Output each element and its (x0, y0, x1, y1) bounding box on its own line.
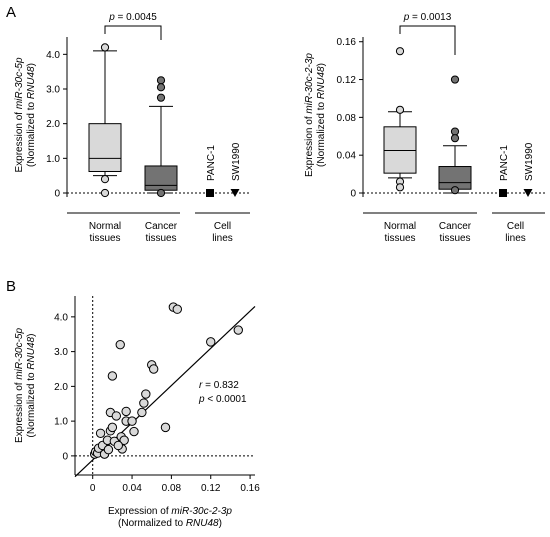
outlier-point (395, 183, 405, 192)
y-tick-label: 2.0 (46, 119, 60, 130)
y-tick-label: 0.16 (337, 37, 357, 48)
y-tick-label: 4.0 (54, 312, 68, 323)
y-tick-label: 4.0 (46, 50, 60, 61)
data-point (139, 398, 149, 408)
outlier-point (450, 134, 460, 143)
data-point (107, 422, 118, 433)
cell-lines-label: lines (212, 233, 233, 244)
y-axis-label: (Normalized to RNU48) (26, 63, 37, 167)
outlier-point (395, 47, 405, 56)
significance-bracket (399, 25, 456, 55)
box-plot-mir-30c-2-3p: 0 0.04 0.08 0.12 0.16 Expression of miR-30c-2… (304, 12, 545, 244)
y-tick-label: 3.0 (54, 347, 68, 358)
box (438, 166, 472, 190)
outlier-point (100, 43, 110, 52)
outlier-point (100, 188, 110, 198)
y-tick-label: 0.12 (337, 75, 357, 86)
data-point (107, 371, 118, 381)
stat-p-value: p < 0.0001 (198, 394, 247, 405)
cell-line-name: SW1990 (524, 142, 535, 181)
box-plot-mir-30c-5p: 0 1.0 2.0 3.0 4.0 Expression of miR-30c-5p(No… (14, 12, 250, 244)
y-axis-label: Expression of miR-30c-5p (14, 328, 25, 443)
y-axis-label: Expression of miR-30c-5p (14, 57, 25, 172)
y-axis-label: (Normalized to RNU48) (26, 334, 37, 438)
cell-line-marker-sw1990 (523, 189, 533, 197)
x-tick-label: 0.04 (122, 483, 142, 494)
y-tick-label: 2.0 (54, 382, 68, 393)
group-label: Cancer (439, 221, 472, 232)
group-label: Normal (384, 221, 416, 232)
y-tick-label: 0.04 (337, 151, 357, 162)
data-point (113, 440, 123, 451)
panel-label-a: A (6, 4, 16, 21)
scatter-plot-correlation: 0 1.0 2.0 3.0 4.0 0 0.04 0.08 0.12 0.16 r = 0.832 p… (14, 296, 260, 529)
significance-p-value: p = 0.0045 (108, 12, 157, 23)
cell-line-name: PANC-1 (206, 145, 217, 181)
cell-lines-label: lines (505, 233, 526, 244)
x-tick-label: 0.16 (240, 483, 260, 494)
y-tick-label: 0 (54, 189, 60, 200)
group-label: tissues (89, 233, 120, 244)
data-point (148, 364, 159, 374)
cell-line-marker-sw1990 (230, 189, 240, 197)
cell-line-name: SW1990 (231, 142, 242, 181)
group-label: tissues (384, 233, 415, 244)
cell-lines-label: Cell (214, 221, 231, 232)
cell-line-marker-panc-1 (206, 189, 214, 197)
cell-line-marker-panc-1 (499, 189, 507, 197)
cell-lines-label: Cell (507, 221, 524, 232)
x-tick-label: 0.08 (162, 483, 182, 494)
group-label: Cancer (145, 221, 178, 232)
group-label: tissues (145, 233, 176, 244)
data-point (129, 426, 139, 437)
data-point (95, 428, 106, 438)
data-point (141, 389, 151, 399)
y-tick-label: 0.08 (337, 113, 357, 124)
y-axis-label: (Normalized to RNU48) (316, 63, 327, 167)
data-point (103, 444, 114, 455)
y-axis-label: Expression of miR-30c-2-3p (304, 53, 315, 177)
data-point (233, 325, 243, 335)
y-tick-label: 1.0 (54, 417, 68, 428)
panel-label-b: B (6, 278, 16, 295)
y-tick-label: 3.0 (46, 85, 60, 96)
x-tick-label: 0 (90, 483, 96, 494)
data-point (127, 416, 137, 426)
data-point (121, 406, 131, 417)
outlier-point (100, 175, 110, 184)
data-point (172, 304, 182, 314)
y-tick-label: 0 (350, 189, 356, 200)
significance-bracket (104, 25, 162, 40)
data-point (137, 407, 147, 418)
data-point (119, 435, 129, 445)
outlier-point (450, 75, 460, 84)
x-axis-label: Expression of miR-30c-2-3p (108, 506, 232, 517)
group-label: Normal (89, 221, 121, 232)
stat-r-value: r = 0.832 (199, 380, 239, 391)
data-point (160, 422, 171, 433)
outlier-point (156, 76, 166, 85)
box (88, 123, 122, 173)
y-tick-label: 0 (62, 451, 68, 462)
data-point (206, 337, 216, 347)
outlier-point (156, 188, 166, 198)
group-label: tissues (439, 233, 470, 244)
x-axis-label: (Normalized to RNU48) (118, 518, 222, 529)
outlier-point (156, 83, 166, 92)
significance-p-value: p = 0.0013 (403, 12, 452, 23)
y-tick-label: 1.0 (46, 154, 60, 165)
x-tick-label: 0.12 (201, 483, 221, 494)
cell-line-name: PANC-1 (499, 145, 510, 181)
outlier-point (450, 186, 460, 195)
data-point (115, 339, 125, 350)
data-point (111, 411, 122, 421)
box (144, 165, 178, 191)
outlier-point (395, 105, 405, 114)
outlier-point (156, 93, 166, 102)
